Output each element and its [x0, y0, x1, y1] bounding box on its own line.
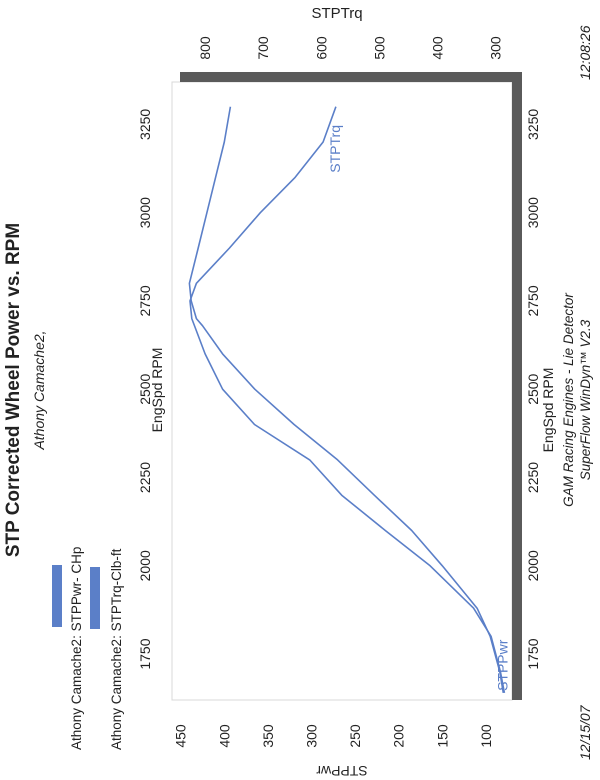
plot-area [171, 81, 513, 701]
y-left-axis-label: STPPwr [316, 763, 368, 779]
y-right-tick-label: 700 [255, 36, 271, 60]
x-tick-label-right: 3000 [525, 197, 541, 228]
x-tick-label-left: 3000 [137, 197, 153, 228]
plot-frame-top [180, 72, 512, 82]
x-tick-label-right: 3250 [525, 109, 541, 140]
y-left-tick-label: 200 [391, 724, 407, 748]
x-tick-label-left: 3250 [137, 109, 153, 140]
y-right-tick-label: 300 [488, 36, 504, 60]
y-right-axis-label: STPTrq [311, 5, 362, 22]
x-tick-label-right: 1750 [525, 638, 541, 669]
y-left-tick-label: 450 [173, 724, 189, 748]
legend-label-pwr: Athony Camache2: STPPwr- CHp [69, 547, 84, 750]
y-right-tick-label: 500 [371, 36, 387, 60]
y-left-tick-label: 350 [260, 724, 276, 748]
legend-swatch-pwr [52, 565, 62, 627]
y-left-tick-label: 150 [434, 724, 450, 748]
x-tick-label-left: 2250 [137, 462, 153, 493]
legend-label-trq: Athony Camache2: STPTrq-Clb-ft [109, 548, 124, 750]
chart-subtitle: Athony Camache2, [31, 330, 47, 450]
time-stamp: 12:08:26 [577, 25, 593, 80]
x-tick-label-right: 2000 [525, 550, 541, 581]
curve-label-pwr: STPPwr [494, 639, 510, 691]
y-right-tick-label: 400 [430, 36, 446, 60]
y-right-tick-label: 600 [313, 36, 329, 60]
x-tick-label-left: 1750 [137, 638, 153, 669]
series-line-stptrq [189, 106, 506, 694]
y-left-tick-label: 400 [216, 724, 232, 748]
date-stamp: 12/15/07 [577, 704, 593, 760]
y-left-tick-label: 250 [347, 724, 363, 748]
chart-title: STP Corrected Wheel Power vs. RPM [3, 223, 24, 557]
series-lines: STPPwr STPTrq [188, 106, 510, 694]
x-tick-label-left: 2500 [137, 373, 153, 404]
y-left-tick-label: 100 [478, 724, 494, 748]
y-left-tick-label: 300 [303, 724, 319, 748]
x-tick-label-right: 2500 [525, 373, 541, 404]
x-tick-label-left: 2000 [137, 550, 153, 581]
x-axis-label-right: EngSpd RPM [540, 368, 556, 453]
y-right-tick-label: 800 [197, 36, 213, 60]
x-axis-label-left: EngSpd RPM [149, 348, 165, 433]
plot-frame-right [512, 72, 522, 700]
footer-line-2: SuperFlow WinDyn™ V2.3 [578, 319, 593, 480]
x-tick-label-right: 2750 [525, 285, 541, 316]
legend-swatch-trq [90, 567, 100, 629]
legend: Athony Camache2: STPPwr- CHp Athony Cama… [52, 547, 124, 750]
footer-line-1: GAM Racing Engines - Lie Detector [561, 293, 576, 507]
x-tick-label-right: 2250 [525, 462, 541, 493]
curve-label-trq: STPTrq [327, 125, 343, 173]
series-line-stppwr [188, 106, 505, 694]
axis-ticks: 1750 1750 2000 2000 2250 2250 2500 2500 2750 2750… [137, 36, 541, 748]
x-tick-label-left: 2750 [137, 285, 153, 316]
